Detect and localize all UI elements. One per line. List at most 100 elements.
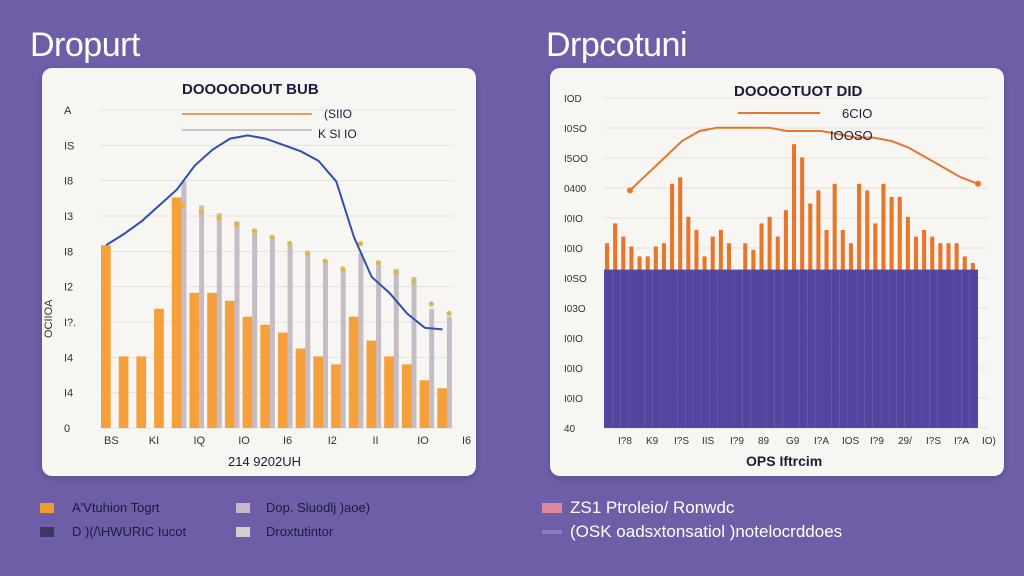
x-tick-label: IIS [702, 436, 715, 447]
bar [709, 269, 718, 428]
y-tick-label: I0IO [564, 334, 583, 345]
dot-point [216, 215, 222, 221]
y-tick-label: I5OO [564, 154, 588, 165]
bar [717, 269, 726, 428]
y-tick-label: I8 [64, 176, 73, 188]
dot-point [393, 269, 399, 275]
legend-label: 6CIO [842, 106, 872, 121]
x-tick-label: IOS [842, 436, 860, 447]
dot-point [180, 202, 187, 208]
bar [269, 237, 275, 428]
bar [644, 269, 653, 428]
bar [734, 269, 743, 428]
bar [313, 356, 324, 428]
bar [171, 197, 182, 428]
dot-point [304, 250, 311, 256]
bar [799, 269, 808, 428]
dot-point [340, 266, 346, 272]
series-line [105, 134, 443, 331]
bar [758, 269, 767, 428]
x-tick-label: G9 [786, 436, 800, 447]
x-tick-label: IQ [194, 435, 206, 447]
bar [287, 245, 293, 428]
x-tick-label: I?9 [730, 436, 744, 447]
legend-label: D )(/\HWURIC Iucot [72, 524, 187, 539]
y-axis-label: OCIIOA [43, 299, 55, 338]
bar [295, 348, 306, 428]
bar [189, 292, 200, 428]
bar [872, 269, 881, 428]
bar [831, 269, 840, 428]
bar [358, 253, 364, 428]
dot-point [198, 209, 204, 215]
bar [366, 340, 377, 428]
legend-label: (SIIO [324, 107, 352, 121]
y-tick-label: 40 [564, 424, 576, 435]
bar [652, 269, 661, 428]
x-tick-label: I?A [814, 436, 829, 447]
bar [224, 300, 235, 428]
x-tick-label: KI [149, 435, 159, 447]
y-tick-label: IS [64, 140, 74, 152]
bar [815, 269, 824, 428]
legend-label: K SI IO [318, 127, 357, 141]
bar [419, 380, 430, 428]
bar [348, 316, 359, 428]
legend-item-4: Droxtutintor [236, 524, 333, 539]
x-tick-label: I?S [674, 436, 689, 447]
bar [921, 269, 930, 428]
y-tick-label: 0 [64, 423, 70, 435]
y-tick-label: I0IO [564, 394, 583, 405]
x-tick-label: K9 [646, 436, 659, 447]
bar [199, 205, 205, 428]
x-tick-label: I?A [954, 436, 969, 447]
x-tick-label: IO) [982, 436, 996, 447]
bar [604, 269, 613, 428]
bar [620, 269, 629, 428]
legend-item-2: Dop. Sluodlj )aoe) [236, 500, 370, 515]
legend-swatch [236, 502, 250, 513]
bar [437, 388, 448, 428]
bar [961, 269, 970, 428]
legend-swatch [40, 526, 54, 537]
bar [725, 269, 735, 428]
x-tick-label: IO [417, 435, 429, 447]
bar [323, 261, 328, 428]
chart-title: DOOOODOUT BUB [182, 81, 319, 98]
y-tick-label: I3 [64, 211, 73, 223]
dot-point [234, 221, 240, 228]
y-tick-label: I2 [64, 282, 73, 294]
y-tick-label: I?. [64, 317, 76, 329]
bar [252, 229, 258, 428]
right-chart: IOD I0SO I5OO 0400 I0IO I0IO I0SO I03O I0IO I0IO I… [564, 83, 996, 469]
bar [242, 316, 253, 428]
bar [384, 356, 394, 428]
bar [669, 269, 678, 428]
y-tick-label: I0IO [564, 214, 583, 225]
bar [693, 269, 702, 428]
x-tick-label: II [373, 435, 379, 447]
legend-label: (OSK oadsxtonsatiol )notelocrddoes [570, 522, 843, 541]
bar [750, 269, 759, 428]
bar [685, 269, 694, 428]
bar [782, 269, 791, 428]
x-axis-label: OPS Iftrcim [746, 453, 822, 469]
x-tick-label: I?8 [618, 436, 632, 447]
bar [953, 269, 962, 428]
x-tick-label: I6 [283, 435, 292, 447]
dot-point [322, 258, 328, 264]
legend-swatch [236, 526, 250, 537]
bar [628, 269, 637, 428]
legend-swatch [40, 502, 54, 513]
y-tick-label: I4 [64, 388, 73, 400]
x-tick-label: I?S [926, 436, 941, 447]
chart-title: DOOOOTUOT DID [734, 83, 862, 100]
x-tick-label: 29/ [898, 436, 912, 447]
dot-point [269, 234, 275, 240]
bar [660, 269, 670, 428]
dot-point [375, 260, 381, 266]
bar [847, 269, 857, 428]
legend-item-6: (OSK oadsxtonsatiol )notelocrddoes [542, 522, 842, 542]
y-tick-label: I8 [64, 246, 73, 258]
bar [791, 269, 800, 428]
